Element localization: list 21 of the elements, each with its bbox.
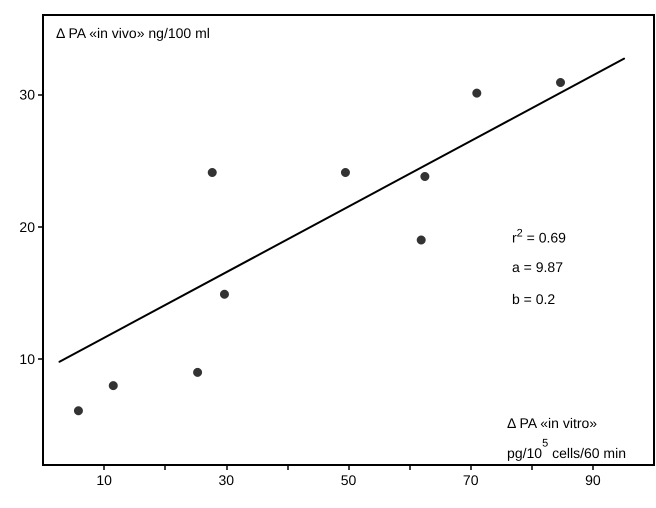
annotation: a = 9.87 xyxy=(512,259,564,275)
x-tick-label: 30 xyxy=(218,472,234,488)
point xyxy=(420,172,430,181)
point xyxy=(220,290,229,299)
x-tick-label: 50 xyxy=(340,472,356,488)
x-tick-label: 10 xyxy=(96,472,112,488)
x-tick-label: 70 xyxy=(462,472,479,488)
point xyxy=(556,78,566,87)
point xyxy=(416,236,426,244)
point xyxy=(74,406,83,416)
point xyxy=(108,381,118,390)
y-tick-label: 30 xyxy=(19,86,36,102)
y-tick-label: 20 xyxy=(19,218,36,235)
y-axis-title: Δ PA «in vivo» ng/100 ml xyxy=(56,25,210,41)
point xyxy=(340,168,350,177)
point xyxy=(208,168,217,177)
point xyxy=(193,368,202,377)
x-tick-label: 90 xyxy=(585,472,601,488)
annotation: b = 0.2 xyxy=(512,291,556,307)
point xyxy=(472,88,482,98)
y-tick-label: 10 xyxy=(19,351,36,368)
